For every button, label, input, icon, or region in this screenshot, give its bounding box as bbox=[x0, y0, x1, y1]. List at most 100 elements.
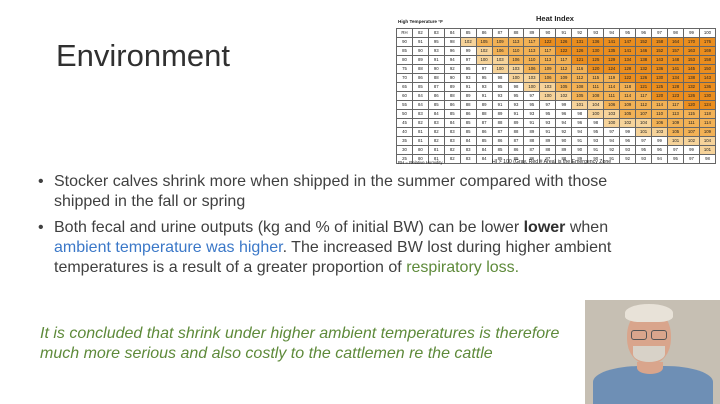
heat-index-header-cell: 90 bbox=[539, 28, 557, 38]
heat-index-row: 45 82 83 84 85 87 88 89 91 93 94 96 98 100 102 104 106 10… bbox=[396, 118, 717, 128]
heat-index-cell: 91 bbox=[539, 127, 557, 137]
heat-index-cell: 114 bbox=[619, 91, 637, 101]
heat-index-cell: 95 bbox=[507, 91, 525, 101]
heat-index-cell: 106 bbox=[507, 55, 525, 65]
heat-index-cell: 83 bbox=[459, 154, 477, 164]
heat-index-cell: 100 bbox=[587, 109, 605, 119]
heat-index-title: Heat Index bbox=[536, 14, 574, 23]
heat-index-cell: 97 bbox=[459, 55, 477, 65]
heat-index-cell: 85 bbox=[411, 82, 429, 92]
heat-index-rh-cell: 55 bbox=[396, 100, 413, 110]
heat-index-cell: 120 bbox=[587, 64, 605, 74]
heat-index-cell: 150 bbox=[698, 64, 717, 74]
heat-index-cell: 143 bbox=[698, 73, 717, 83]
heat-index-cell: 95 bbox=[523, 100, 541, 110]
heat-index-cell: 163 bbox=[683, 46, 700, 56]
heat-index-header-cell: 91 bbox=[555, 28, 573, 38]
heat-index-cell: 103 bbox=[603, 109, 621, 119]
heat-index-cell: 97 bbox=[603, 127, 621, 137]
heat-index-cell: 118 bbox=[619, 82, 637, 92]
heat-index-rh-cell: 40 bbox=[396, 127, 413, 137]
heat-index-cell: 126 bbox=[635, 73, 653, 83]
heat-index-cell: 130 bbox=[587, 46, 605, 56]
heat-index-cell: 104 bbox=[698, 136, 717, 146]
heat-index-cell: 97 bbox=[683, 154, 700, 164]
heat-index-cell: 100 bbox=[603, 118, 621, 128]
heat-index-cell: 101 bbox=[571, 100, 589, 110]
heat-index-cell: 94 bbox=[571, 127, 589, 137]
heat-index-row: 40 81 82 83 85 86 87 88 89 91 92 94 95 97 99 101 103 105 1… bbox=[396, 127, 717, 137]
heat-index-cell: 109 bbox=[555, 73, 573, 83]
heat-index-cell: 109 bbox=[539, 64, 557, 74]
heat-index-cell: 105 bbox=[571, 91, 589, 101]
heat-index-subtitle: High Temperature °F bbox=[398, 19, 443, 24]
heat-index-header-row: RH 82 83 84 85 86 87 88 89 90 91 92 93 94 95 96 97 98 99 10… bbox=[396, 28, 717, 38]
heat-index-cell: 98 bbox=[443, 37, 461, 47]
heat-index-cell: 89 bbox=[443, 82, 461, 92]
heat-index-cell: 85 bbox=[427, 100, 445, 110]
heat-index-cell: 157 bbox=[667, 46, 684, 56]
heat-index-cell: 95 bbox=[427, 37, 445, 47]
heat-index-cell: 91 bbox=[411, 37, 429, 47]
presenter-glasses-left bbox=[631, 330, 647, 340]
heat-index-cell: 126 bbox=[571, 46, 589, 56]
heat-index-cell: 110 bbox=[651, 109, 669, 119]
heat-index-cell: 138 bbox=[683, 73, 700, 83]
heat-index-rh-cell: 85 bbox=[396, 46, 413, 56]
heat-index-cell: 97 bbox=[539, 100, 557, 110]
heat-index-cell: 84 bbox=[411, 100, 429, 110]
heat-index-cell: 121 bbox=[635, 82, 653, 92]
heat-index-cell: 88 bbox=[443, 91, 461, 101]
heat-index-cell: 105 bbox=[475, 37, 493, 47]
heat-index-cell: 111 bbox=[603, 91, 621, 101]
heat-index-cell: 91 bbox=[475, 91, 493, 101]
heat-index-cell: 98 bbox=[507, 82, 525, 92]
heat-index-cell: 107 bbox=[635, 109, 653, 119]
heat-index-cell: 115 bbox=[683, 109, 700, 119]
heat-index-row: 75 88 90 92 95 97 100 103 106 109 112 116 120 124 128 1… bbox=[396, 64, 717, 74]
heat-index-footnote-rh: RH = Relative Humidity bbox=[398, 160, 443, 165]
heat-index-rh-cell: 25 bbox=[396, 154, 413, 164]
heat-index-cell: 95 bbox=[475, 73, 493, 83]
heat-index-cell: 87 bbox=[507, 136, 525, 146]
heat-index-cell: 117 bbox=[523, 37, 541, 47]
heat-index-cell: 97 bbox=[667, 145, 684, 155]
heat-index-cell: 109 bbox=[698, 127, 717, 137]
heat-index-cell: 84 bbox=[459, 136, 477, 146]
heat-index-cell: 93 bbox=[587, 136, 605, 146]
heat-index-cell: 120 bbox=[651, 91, 669, 101]
heat-index-cell: 120 bbox=[683, 100, 700, 110]
bullet-item: • Both fecal and urine outputs (kg and %… bbox=[38, 218, 658, 278]
heat-index-cell: 143 bbox=[651, 55, 669, 65]
heat-index-cell: 176 bbox=[698, 37, 717, 47]
heat-index-cell: 113 bbox=[507, 37, 525, 47]
heat-index-cell: 158 bbox=[651, 37, 669, 47]
heat-index-cell: 112 bbox=[635, 100, 653, 110]
heat-index-cell: 89 bbox=[411, 55, 429, 65]
heat-index-cell: 90 bbox=[411, 46, 429, 56]
heat-index-cell: 126 bbox=[683, 91, 700, 101]
heat-index-cell: 105 bbox=[667, 127, 684, 137]
heat-index-cell: 95 bbox=[459, 64, 477, 74]
heat-index-rh-cell: 70 bbox=[396, 73, 413, 83]
heat-index-cell: 164 bbox=[667, 37, 684, 47]
heat-index-cell: 100 bbox=[539, 91, 557, 101]
heat-index-row: 25 80 81 82 83 84 85 85 86 87 88 89 90 91 92 93 94 95 97 98 bbox=[396, 154, 717, 164]
heat-index-header-cell: 86 bbox=[475, 28, 493, 38]
heat-index-cell: 93 bbox=[427, 46, 445, 56]
heat-index-rh-cell: 60 bbox=[396, 91, 413, 101]
bullet-list: • Stocker calves shrink more when shippe… bbox=[38, 172, 658, 284]
heat-index-cell: 94 bbox=[603, 136, 621, 146]
heat-index-cell: 84 bbox=[475, 154, 493, 164]
bullet-highlight-text: ambient temperature was higher bbox=[54, 239, 283, 256]
heat-index-cell: 88 bbox=[507, 127, 525, 137]
heat-index-cell: 113 bbox=[523, 46, 541, 56]
heat-index-header-cell: 97 bbox=[651, 28, 669, 38]
heat-index-cell: 83 bbox=[411, 109, 429, 119]
heat-index-cell: 103 bbox=[523, 73, 541, 83]
heat-index-cell: 100 bbox=[475, 55, 493, 65]
heat-index-cell: 90 bbox=[443, 73, 461, 83]
heat-index-cell: 134 bbox=[667, 73, 684, 83]
heat-index-cell: 82 bbox=[427, 127, 445, 137]
heat-index-cell: 92 bbox=[619, 154, 637, 164]
